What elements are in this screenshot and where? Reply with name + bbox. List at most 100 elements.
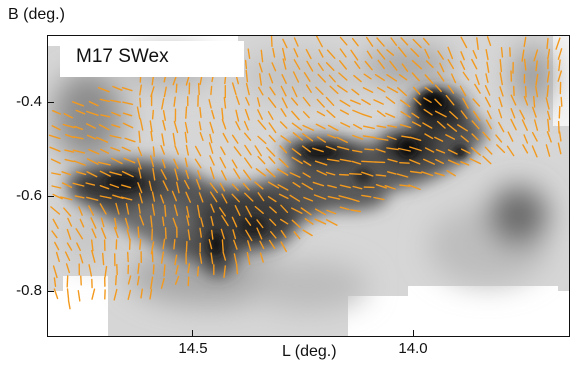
polarization-vector-icon — [162, 109, 167, 122]
polarization-vector-icon — [184, 131, 188, 144]
polarization-vector-icon — [149, 288, 153, 300]
polarization-vector-icon — [259, 240, 265, 250]
polarization-vector-icon — [138, 130, 141, 144]
polarization-vector-icon — [314, 218, 327, 225]
polarization-vector-icon — [61, 182, 73, 189]
polarization-vector-icon — [306, 60, 314, 72]
polarization-vector-icon — [399, 184, 411, 187]
polarization-vector-icon — [220, 146, 226, 156]
x-tick-label: 14.5 — [178, 340, 208, 357]
polarization-vector-icon — [175, 83, 178, 93]
polarization-vector-icon — [199, 252, 203, 264]
polarization-vector-icon — [546, 131, 552, 143]
polarization-vector-icon — [315, 86, 324, 95]
polarization-vector-icon — [60, 196, 73, 201]
polarization-vector-icon — [242, 182, 250, 191]
polarization-vector-icon — [268, 239, 276, 250]
polarization-vector-icon — [313, 194, 327, 200]
polarization-vector-icon — [327, 124, 339, 132]
polarization-vector-icon — [317, 73, 326, 83]
polarization-vector-icon — [64, 158, 75, 163]
dust-map — [48, 36, 569, 336]
polarization-vector-icon — [469, 157, 482, 165]
polarization-vector-icon — [257, 109, 264, 120]
polarization-vector-icon — [235, 264, 239, 275]
polarization-vector-icon — [326, 109, 336, 119]
polarization-vector-icon — [265, 146, 276, 157]
polarization-vector-icon — [400, 99, 411, 108]
polarization-vector-icon — [557, 142, 562, 155]
polarization-vector-icon — [339, 99, 351, 107]
polarization-vector-icon — [482, 131, 491, 141]
polarization-vector-icon — [329, 85, 339, 95]
polarization-vector-icon — [339, 48, 347, 58]
polarization-vector-icon — [325, 171, 336, 176]
polarization-vector-icon — [161, 133, 165, 147]
polarization-vector-icon — [137, 226, 140, 239]
polarization-vector-icon — [386, 86, 399, 94]
polarization-vector-icon — [558, 59, 561, 72]
polarization-vector-icon — [137, 182, 143, 194]
polarization-vector-icon — [270, 36, 273, 48]
y-tick-label: -0.8 — [16, 282, 42, 299]
polarization-vector-icon — [280, 241, 288, 253]
polarization-vector-icon — [244, 192, 254, 202]
polarization-vector-icon — [86, 171, 98, 178]
polarization-vector-icon — [434, 136, 444, 142]
polarization-vector-icon — [219, 156, 227, 169]
polarization-vector-icon — [386, 49, 395, 56]
polarization-vector-icon — [398, 74, 408, 81]
polarization-vector-icon — [90, 217, 97, 229]
polarization-vector-icon — [327, 184, 337, 189]
polarization-vector-icon — [221, 214, 229, 227]
polarization-vector-icon — [336, 136, 348, 144]
polarization-vector-icon — [247, 240, 252, 252]
polarization-vector-icon — [424, 74, 434, 85]
polarization-vector-icon — [173, 204, 179, 217]
polarization-vector-icon — [354, 60, 361, 69]
polarization-vector-icon — [97, 161, 111, 166]
polarization-vector-icon — [278, 157, 289, 168]
polarization-vector-icon — [339, 184, 351, 189]
polarization-vector-icon — [88, 205, 94, 216]
polarization-vector-icon — [55, 251, 60, 263]
polarization-vector-icon — [533, 95, 536, 108]
polarization-vector-icon — [52, 193, 63, 200]
polarization-vector-icon — [411, 121, 422, 127]
polarization-vector-icon — [338, 195, 351, 200]
polarization-vector-icon — [421, 171, 434, 177]
polarization-vector-icon — [137, 203, 141, 214]
polarization-vector-icon — [315, 123, 326, 130]
polarization-vector-icon — [76, 242, 81, 252]
polarization-vector-icon — [66, 228, 72, 240]
polarization-vector-icon — [91, 288, 96, 300]
polarization-vector-icon — [234, 204, 241, 217]
polarization-vector-icon — [279, 218, 289, 225]
polarization-vector-icon — [232, 229, 237, 240]
polarization-vector-icon — [269, 206, 277, 214]
polarization-vector-icon — [409, 170, 422, 174]
polarization-vector-icon — [194, 158, 202, 169]
polarization-vector-icon — [268, 122, 277, 134]
polarization-vector-icon — [50, 206, 61, 215]
polarization-vector-icon — [291, 86, 298, 98]
polarization-vector-icon — [268, 73, 274, 84]
polarization-vector-icon — [184, 157, 188, 168]
polarization-vector-icon — [439, 62, 445, 73]
polarization-vector-icon — [445, 134, 456, 140]
polarization-vector-icon — [316, 110, 326, 117]
polarization-vector-icon — [303, 196, 314, 202]
polarization-vector-icon — [424, 133, 434, 140]
x-tick-mark — [192, 330, 193, 337]
polarization-vector-icon — [327, 195, 341, 200]
polarization-vector-icon — [161, 216, 165, 227]
polarization-vector-icon — [136, 106, 141, 120]
polarization-vector-icon — [361, 160, 375, 163]
polarization-vector-icon — [49, 146, 61, 153]
polarization-vector-icon — [498, 121, 505, 133]
polarization-vector-icon — [78, 206, 83, 216]
polarization-vector-icon — [350, 99, 361, 105]
polarization-vector-icon — [99, 195, 112, 199]
polarization-vector-icon — [151, 109, 155, 120]
polarization-vector-icon — [375, 137, 389, 141]
